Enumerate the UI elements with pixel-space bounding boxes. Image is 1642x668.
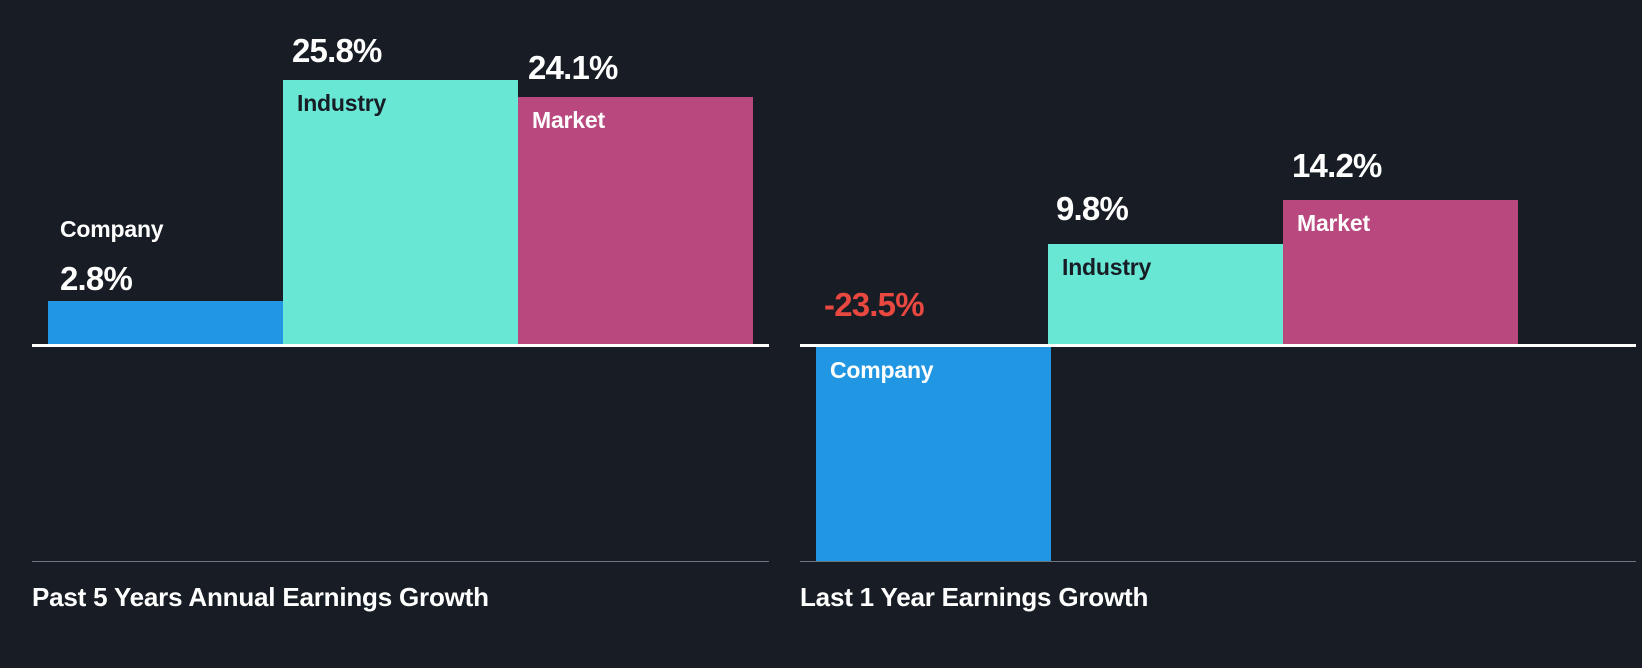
plot-area-past-5-years: Company 2.8% 25.8% Industry 24.1% Market bbox=[0, 0, 790, 561]
bar-label-market: Market bbox=[532, 107, 605, 133]
bar-industry[interactable]: Industry bbox=[283, 80, 518, 344]
bar-market[interactable]: Market bbox=[1283, 200, 1518, 344]
bar-label-market: Market bbox=[1297, 210, 1370, 236]
bar-label-company: Company bbox=[830, 357, 934, 383]
plot-area-last-1-year: -23.5% Company 9.8% Industry 14.2% Marke… bbox=[790, 0, 1642, 561]
bar-company[interactable] bbox=[48, 301, 283, 344]
bar-company[interactable]: Company bbox=[816, 347, 1051, 561]
bar-value-company: -23.5% bbox=[824, 286, 925, 323]
bar-value-company: 2.8% bbox=[60, 260, 133, 297]
panel-last-1-year: -23.5% Company 9.8% Industry 14.2% Marke… bbox=[790, 0, 1642, 668]
panel-divider bbox=[32, 561, 769, 562]
bar-industry[interactable]: Industry bbox=[1048, 244, 1283, 344]
panel-past-5-years: Company 2.8% 25.8% Industry 24.1% Market… bbox=[0, 0, 790, 668]
bar-market[interactable]: Market bbox=[518, 97, 753, 344]
bar-value-industry: 25.8% bbox=[292, 32, 382, 69]
zero-axis-line bbox=[32, 344, 769, 347]
panel-caption-last-1-year: Last 1 Year Earnings Growth bbox=[800, 582, 1149, 612]
zero-axis-line bbox=[800, 344, 1636, 347]
bar-value-market: 14.2% bbox=[1292, 147, 1382, 184]
bar-value-market: 24.1% bbox=[528, 49, 618, 86]
bar-value-industry: 9.8% bbox=[1056, 190, 1129, 227]
bar-label-industry: Industry bbox=[1062, 254, 1152, 280]
panel-divider bbox=[800, 561, 1636, 562]
panel-caption-past-5-years: Past 5 Years Annual Earnings Growth bbox=[32, 582, 489, 612]
bar-label-company: Company bbox=[60, 216, 164, 242]
bar-label-industry: Industry bbox=[297, 90, 387, 116]
